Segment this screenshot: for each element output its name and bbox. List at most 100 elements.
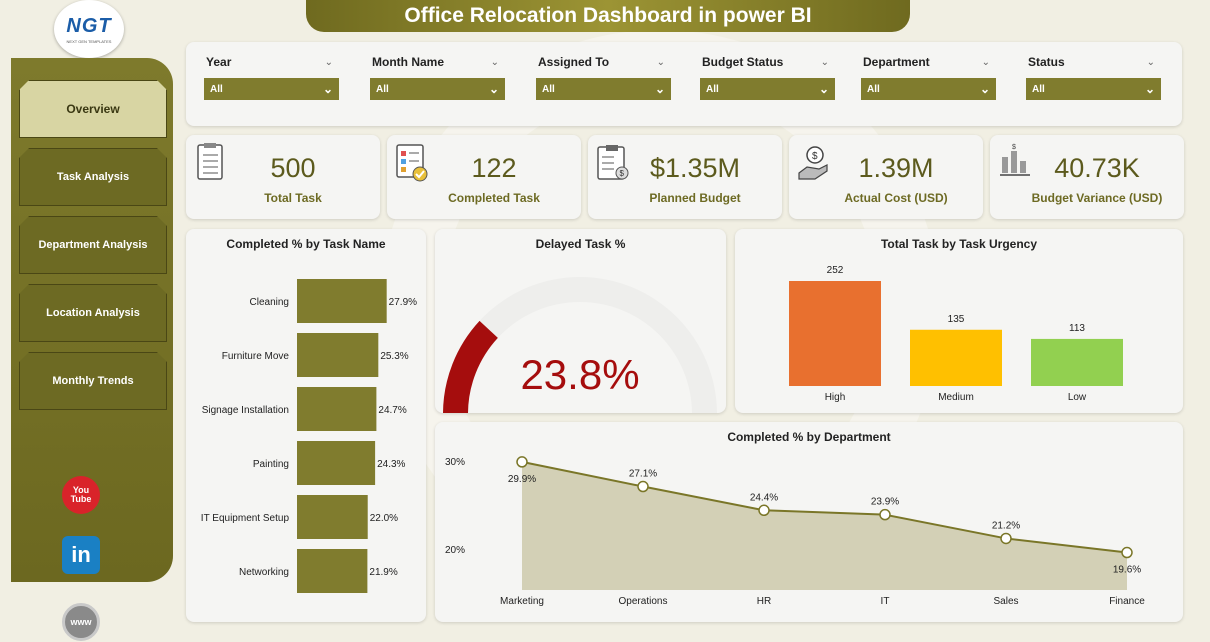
filter-budget-status-header[interactable]: Budget Status ⌄ xyxy=(700,52,835,72)
bar-cleaning xyxy=(297,279,387,323)
kpi-total-task: 500 Total Task xyxy=(186,135,380,219)
data-value-label: 19.6% xyxy=(1113,565,1141,576)
chart-delayed-gauge: 23.8% xyxy=(443,277,717,413)
kpi-completed-task: 122 Completed Task xyxy=(387,135,581,219)
filter-year-value: All xyxy=(210,83,223,95)
chevron-down-icon: ⌄ xyxy=(656,56,665,68)
bar-category-label: High xyxy=(825,392,846,403)
filter-department-label: Department xyxy=(863,55,930,69)
data-point xyxy=(1121,546,1133,559)
chevron-down-icon: ⌄ xyxy=(1146,56,1155,68)
filter-year-header[interactable]: Year ⌄ xyxy=(204,52,339,72)
chart-urgency-title: Total Task by Task Urgency xyxy=(880,237,1038,251)
bar-signage-installation xyxy=(297,387,377,431)
bar-high xyxy=(789,281,881,386)
filter-status-select[interactable]: All ⌄ xyxy=(1026,78,1161,100)
bar-value-label: 27.9% xyxy=(389,297,417,308)
bar-value-label: 24.7% xyxy=(378,405,406,416)
bar-it-equipment-setup xyxy=(297,495,368,539)
filter-month-name-header[interactable]: Month Name ⌄ xyxy=(370,52,505,72)
x-category-label: Finance xyxy=(1109,596,1145,607)
bar-category-label: Networking xyxy=(239,567,289,578)
data-point xyxy=(637,480,649,493)
x-category-label: Marketing xyxy=(500,596,544,607)
bar-category-label: Low xyxy=(1068,392,1087,403)
bar-furniture-move xyxy=(297,333,379,377)
filter-assigned-to-label: Assigned To xyxy=(538,55,610,69)
svg-text:$: $ xyxy=(812,151,818,162)
bar-value-label: 135 xyxy=(948,314,965,325)
filter-assigned-to: Assigned To ⌄ All ⌄ xyxy=(536,52,671,100)
filter-month-name-select[interactable]: All ⌄ xyxy=(370,78,505,100)
y-tick-label: 30% xyxy=(445,457,465,468)
youtube-icon-text: You Tube xyxy=(70,485,92,504)
nav-overview[interactable]: Overview xyxy=(19,80,167,138)
bar-category-label: Medium xyxy=(938,392,974,403)
bar-networking xyxy=(297,549,368,593)
chart-delayed-panel: Delayed Task % 23.8% xyxy=(435,229,726,413)
svg-text:$: $ xyxy=(1012,144,1016,151)
filter-month-name: Month Name ⌄ All ⌄ xyxy=(370,52,505,100)
bar-value-label: 113 xyxy=(1069,323,1085,334)
bar-painting xyxy=(297,441,376,485)
data-value-label: 27.1% xyxy=(629,469,657,480)
filter-assigned-to-select[interactable]: All ⌄ xyxy=(536,78,671,100)
chart-department-panel: Completed % by Department 30% 20% 29.9% Mar… xyxy=(435,422,1183,622)
linkedin-icon[interactable]: in xyxy=(62,536,100,574)
filter-department-select[interactable]: All ⌄ xyxy=(861,78,996,100)
chevron-down-icon: ⌄ xyxy=(981,56,990,68)
nav-location-analysis[interactable]: Location Analysis xyxy=(19,284,167,342)
kpi-actual-cost-value: 1.39M xyxy=(858,153,934,183)
bar-category-label: Painting xyxy=(253,459,289,470)
bar-category-label: Signage Installation xyxy=(202,405,289,416)
filter-status-header[interactable]: Status ⌄ xyxy=(1026,52,1161,72)
kpi-budget-variance: $ 40.73K Budget Variance (USD) xyxy=(990,135,1184,219)
filter-month-name-label: Month Name xyxy=(372,55,444,69)
x-category-label: HR xyxy=(757,596,771,607)
page-title: Office Relocation Dashboard in power BI xyxy=(306,0,910,32)
data-value-label: 21.2% xyxy=(992,520,1020,531)
nav-monthly-trends-label: Monthly Trends xyxy=(52,375,134,387)
filter-assigned-to-header[interactable]: Assigned To ⌄ xyxy=(536,52,671,72)
bar-category-label: Cleaning xyxy=(250,297,289,308)
chart-task-name-panel: Completed % by Task Name Cleaning 27.9% Fu… xyxy=(186,229,426,622)
bar-value-label: 25.3% xyxy=(380,351,408,362)
gauge-track xyxy=(443,277,717,413)
data-value-label: 29.9% xyxy=(508,474,536,485)
checklist-icon xyxy=(197,143,223,180)
nav-task-analysis-label: Task Analysis xyxy=(56,171,130,183)
filter-month-name-value: All xyxy=(376,83,389,95)
kpi-total-task-label: Total Task xyxy=(264,191,322,205)
gauge-value-label: 23.8% xyxy=(520,351,639,398)
nav-overview-label: Overview xyxy=(66,102,120,116)
cost-hand-icon: $ xyxy=(798,146,828,180)
area-line xyxy=(521,460,1128,554)
bar-medium xyxy=(910,329,1002,386)
website-icon[interactable]: www xyxy=(62,603,100,641)
page-title-text: Office Relocation Dashboard in power BI xyxy=(404,4,812,27)
kpi-total-task-value: 500 xyxy=(270,153,316,183)
filter-year-label: Year xyxy=(206,55,232,69)
chart-department-title: Completed % by Department xyxy=(727,430,891,444)
filter-year-select[interactable]: All ⌄ xyxy=(204,78,339,100)
data-value-label: 24.4% xyxy=(750,492,778,503)
filter-budget-status-select[interactable]: All ⌄ xyxy=(700,78,835,100)
kpi-actual-cost-label: Actual Cost (USD) xyxy=(844,191,948,205)
kpi-planned-budget: $ $1.35M Planned Budget xyxy=(588,135,782,219)
filter-status-label: Status xyxy=(1028,55,1065,69)
youtube-icon[interactable]: You Tube xyxy=(62,476,100,514)
nav-task-analysis[interactable]: Task Analysis xyxy=(19,148,167,206)
filter-assigned-to-value: All xyxy=(542,83,555,95)
filter-status: Status ⌄ All ⌄ xyxy=(1026,52,1161,100)
bar-value-label: 21.9% xyxy=(369,567,397,578)
filter-department-header[interactable]: Department ⌄ xyxy=(861,52,996,72)
nav-monthly-trends[interactable]: Monthly Trends xyxy=(19,352,167,410)
kpi-planned-budget-label: Planned Budget xyxy=(649,191,741,205)
area-fill xyxy=(522,461,1127,590)
logo-subtitle: NEXT GEN TEMPLATES xyxy=(66,38,112,44)
kpi-completed-task-value: 122 xyxy=(471,153,517,183)
nav-department-analysis[interactable]: Department Analysis xyxy=(19,216,167,274)
chart-urgency: 252 High 135 Medium 113 Low xyxy=(789,265,1123,403)
kpi-budget-variance-label: Budget Variance (USD) xyxy=(1031,191,1163,205)
data-point xyxy=(758,504,770,517)
